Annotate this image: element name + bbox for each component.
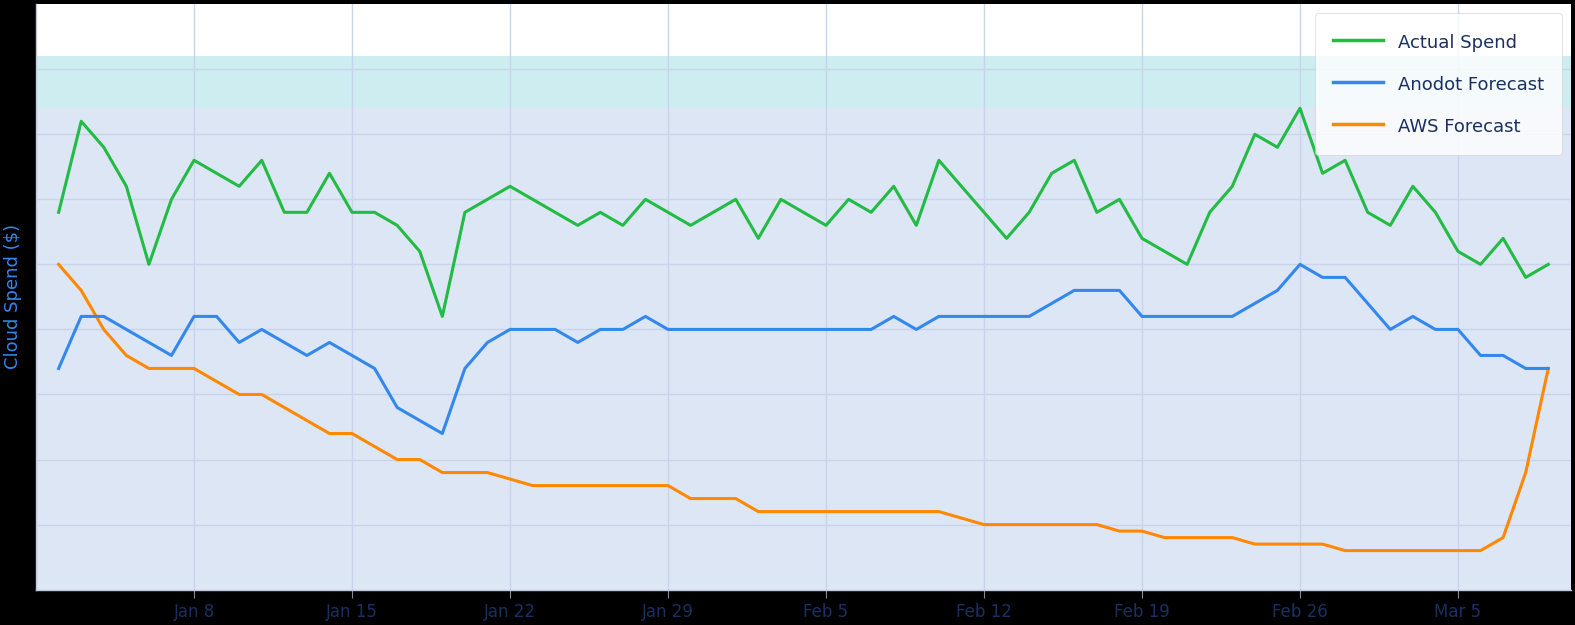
Bar: [36, 4, 1570, 56]
Bar: [36, 56, 1570, 108]
Y-axis label: Cloud Spend ($): Cloud Spend ($): [5, 224, 22, 369]
Legend: Actual Spend, Anodot Forecast, AWS Forecast: Actual Spend, Anodot Forecast, AWS Forec…: [1315, 13, 1562, 155]
